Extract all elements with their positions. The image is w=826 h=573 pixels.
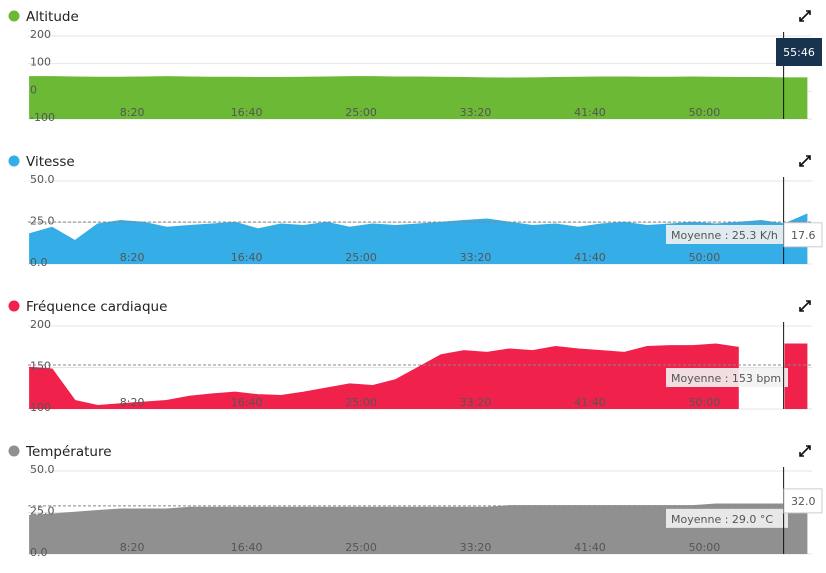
x-tick-label: 8:20 [120, 541, 145, 554]
cursor-value-box [783, 222, 823, 248]
expand-icon[interactable] [799, 10, 811, 22]
x-tick-label: 8:20 [120, 106, 145, 119]
average-label: Moyenne : 29.0 °C [671, 513, 773, 526]
x-tick-label: 25:00 [345, 251, 377, 264]
expand-icon[interactable] [799, 300, 811, 312]
cursor-value-label: 17.6 [791, 229, 816, 242]
chart-title: Vitesse [26, 154, 75, 170]
legend-dot [8, 300, 20, 312]
x-tick-label: 33:20 [460, 106, 492, 119]
legend-dot [8, 155, 20, 167]
x-tick-label: 41:40 [574, 251, 606, 264]
y-tick-label: 50.0 [30, 173, 55, 186]
area-line [29, 501, 808, 517]
expand-icons [799, 10, 811, 457]
average-box [666, 368, 788, 388]
y-tick-label: -100 [30, 111, 55, 124]
chart-panel: Altitude -100 0 100 200 8:20 16:40 25:00 33:20 41… [8, 9, 822, 124]
area-fill [29, 76, 808, 119]
y-tick-label: 200 [30, 318, 51, 331]
chart-panel: Température 0.0 25.0 50.0 8:20 16:40 25:00 33:2… [8, 444, 823, 559]
x-tick-label: 16:40 [231, 396, 263, 409]
y-tick-label: 25.0 [30, 505, 55, 518]
average-box [666, 508, 788, 528]
x-tick-label: 25:00 [345, 541, 377, 554]
expand-icon[interactable] [799, 445, 811, 457]
area-fill [29, 344, 808, 409]
legend-dot [8, 445, 20, 457]
x-tick-label: 41:40 [574, 396, 606, 409]
x-tick-label: 16:40 [231, 106, 263, 119]
y-tick-label: 0.0 [30, 256, 48, 269]
x-tick-label: 16:40 [231, 251, 263, 264]
area-fill [29, 502, 808, 554]
x-tick-label: 25:00 [345, 396, 377, 409]
y-tick-label: 100 [30, 401, 51, 414]
chart-panel: Vitesse 0.0 25.0 50.0 8:20 16:40 25:00 33:20 41:… [8, 154, 823, 269]
x-tick-label: 50:00 [689, 541, 721, 554]
y-tick-label: 25.0 [30, 215, 55, 228]
x-tick-label: 50:00 [689, 106, 721, 119]
x-tick-label: 50:00 [689, 251, 721, 264]
x-tick-label: 33:20 [460, 396, 492, 409]
chart-title: Altitude [26, 9, 79, 25]
cursor-value-label: 32.0 [791, 495, 816, 508]
chart-title: Température [25, 444, 112, 460]
y-tick-label: 0 [30, 83, 37, 96]
chart-title: Fréquence cardiaque [26, 299, 167, 315]
x-tick-label: 41:40 [574, 106, 606, 119]
x-tick-label: 50:00 [689, 396, 721, 409]
average-label: Moyenne : 153 bpm [671, 372, 781, 385]
average-box [666, 225, 788, 245]
x-tick-label: 33:20 [460, 251, 492, 264]
y-tick-label: 50.0 [30, 463, 55, 476]
area-line [28, 213, 808, 242]
average-label: Moyenne : 25.3 K/h [671, 229, 778, 242]
chart-panel: Fréquence cardiaque 100 150 200 8:20 16:40 25:… [8, 299, 812, 414]
cursor-time-label: 55:46 [783, 46, 815, 59]
area-line [29, 76, 808, 80]
cursor-value-box [783, 488, 823, 514]
area-fill [29, 214, 808, 264]
area-line [29, 343, 808, 407]
cursor-time-box [776, 38, 822, 66]
expand-icon[interactable] [799, 155, 811, 167]
x-tick-label: 25:00 [345, 106, 377, 119]
x-tick-label: 8:20 [120, 396, 145, 409]
x-tick-label: 8:20 [120, 251, 145, 264]
x-tick-label: 16:40 [231, 541, 263, 554]
y-tick-label: 0.0 [30, 546, 48, 559]
legend-dot [8, 10, 20, 22]
y-tick-label: 200 [30, 28, 51, 41]
y-tick-label: 100 [30, 56, 51, 69]
y-tick-label: 150 [30, 360, 51, 373]
x-tick-label: 33:20 [460, 541, 492, 554]
x-tick-label: 41:40 [574, 541, 606, 554]
